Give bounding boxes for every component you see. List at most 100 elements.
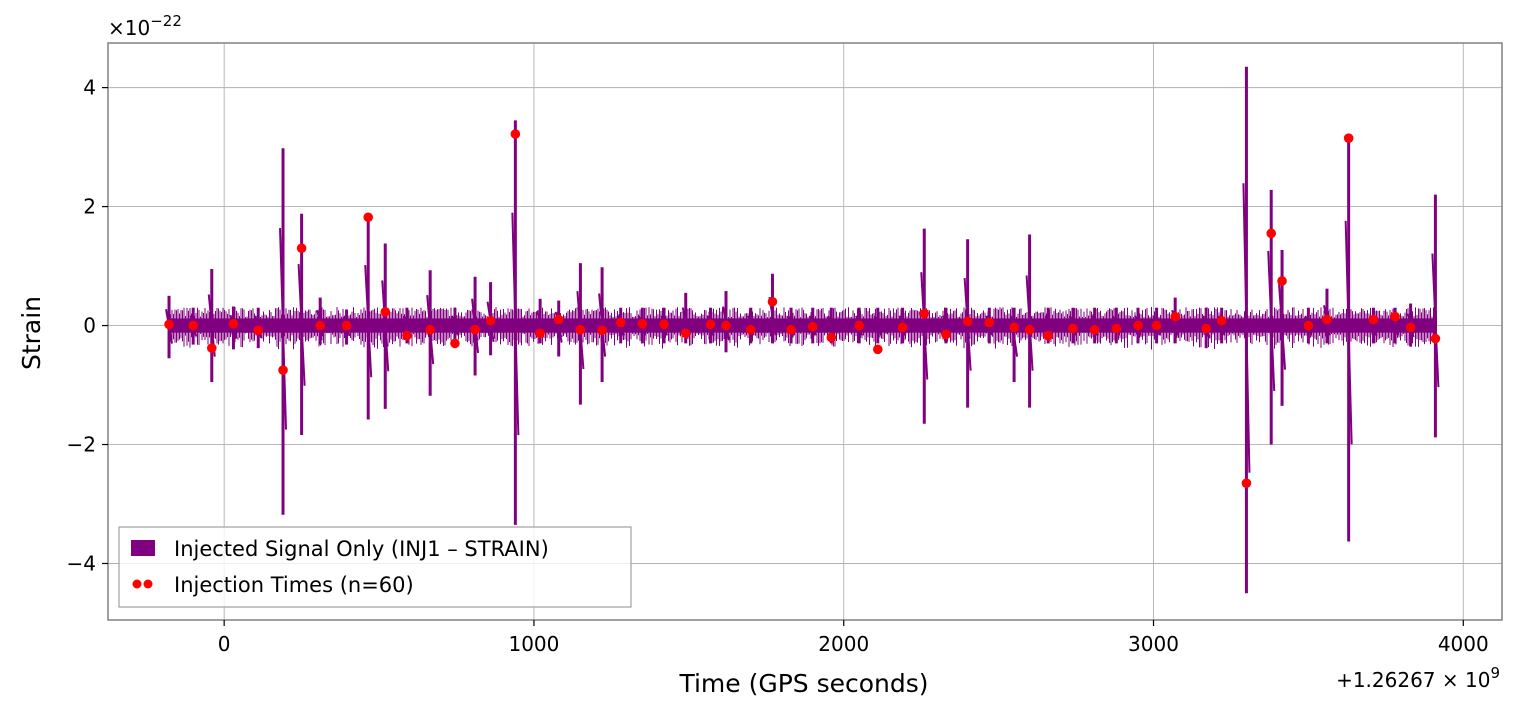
signal-spike-ringdown (1010, 315, 1019, 357)
x-tick-label: 0 (218, 632, 231, 656)
plot-frame (107, 42, 1503, 621)
injection-marker (1068, 323, 1078, 334)
injection-marker (1303, 320, 1314, 331)
y-tick-label: 4 (83, 76, 96, 100)
y-tick-label: 2 (83, 195, 96, 219)
injection-marker (228, 318, 239, 329)
injection-marker (535, 328, 545, 339)
signal-spike-ringdown (1267, 250, 1276, 392)
signal-spike-ringdown (450, 315, 459, 336)
injection-marker (315, 320, 325, 331)
signal-spike-ringdown (1025, 275, 1034, 371)
legend: Injected Signal Only (INJ1 – STRAIN) Inj… (118, 526, 632, 608)
y-scale-exponent: −22 (150, 12, 182, 30)
injection-marker (450, 338, 460, 349)
injection-marker (1201, 323, 1211, 334)
injection-marker (553, 314, 564, 325)
injection-marker (1024, 324, 1035, 335)
injection-marker (425, 324, 435, 335)
injection-marker (1216, 315, 1227, 326)
x-tick-label: 3000 (1128, 632, 1179, 656)
signal-spike-ringdown (1344, 220, 1353, 445)
signal-spike-ringdown (873, 315, 882, 336)
plot-area (164, 66, 1441, 594)
x-tick-label: 1000 (508, 632, 559, 656)
injection-marker (575, 324, 586, 335)
injection-marker (1405, 322, 1416, 333)
injection-marker (1111, 323, 1122, 334)
injection-marker (807, 321, 818, 332)
injection-marker (380, 307, 391, 317)
injection-marker (402, 330, 412, 341)
injection-marker (962, 316, 973, 327)
legend-label-signal: Injected Signal Only (INJ1 – STRAIN) (174, 537, 549, 561)
y-tick-label: −2 (67, 433, 96, 457)
injection-marker (745, 324, 756, 335)
legend-label-injections: Injection Times (n=60) (174, 573, 414, 597)
injection-marker (1009, 322, 1019, 333)
legend-box (118, 526, 632, 608)
injection-marker (1390, 311, 1400, 322)
signal-spike-ringdown (279, 228, 288, 430)
injection-marker (786, 324, 796, 335)
y-scale-base: ×10 (108, 16, 150, 40)
injection-marker (826, 332, 837, 343)
signal-spike-ringdown (511, 212, 520, 436)
x-offset-exponent: 9 (1490, 664, 1500, 682)
injection-marker (253, 325, 264, 336)
injection-marker (164, 319, 174, 330)
injection-marker (680, 328, 691, 339)
injection-marker (1266, 228, 1277, 239)
injection-marker (872, 344, 883, 355)
signal-spike-ringdown (381, 280, 390, 372)
signal-spike-ringdown (598, 293, 607, 357)
signal-spike-ringdown (364, 264, 373, 378)
x-tick-label: 4000 (1438, 632, 1489, 656)
injection-marker (597, 325, 607, 336)
injection-marker (941, 329, 951, 340)
injection-marker (919, 308, 930, 319)
injection-marker (1430, 333, 1441, 344)
injection-marker (1241, 478, 1252, 488)
injection-marker (897, 322, 908, 333)
injection-marker (1043, 330, 1053, 341)
legend-swatch-signal (131, 540, 155, 556)
y-tick-label: 0 (83, 314, 96, 338)
legend-marker-2 (143, 579, 153, 589)
signal-spike-ringdown (1242, 183, 1251, 473)
injection-marker (984, 317, 995, 328)
injection-marker (485, 315, 496, 326)
injection-marker (363, 212, 374, 223)
signal-spike-ringdown (1431, 253, 1440, 388)
x-axis-title: Time (GPS seconds) (678, 669, 928, 698)
x-offset-label: +1.26267 × 109 (1336, 664, 1500, 692)
injection-marker (1170, 311, 1180, 322)
injection-marker (1151, 320, 1162, 331)
injection-marker (1277, 276, 1287, 286)
injection-marker (705, 319, 716, 330)
y-axis-title: Strain (17, 296, 46, 370)
injection-marker (510, 129, 521, 139)
injection-marker (1133, 320, 1143, 331)
injection-marker (1368, 314, 1379, 325)
injection-marker (854, 320, 865, 331)
axis-ticks: 0 1000 2000 3000 4000 −4 −2 0 2 4 (67, 76, 1489, 656)
injection-marker (206, 343, 217, 353)
injection-marker (659, 319, 669, 330)
signal-spike-ringdown (827, 315, 836, 336)
injection-marker (341, 320, 352, 331)
injection-marker (470, 324, 480, 335)
y-scale-label: ×10−22 (108, 12, 182, 40)
injection-marker (1343, 133, 1354, 143)
injection-marker (615, 317, 626, 328)
injection-marker (278, 365, 288, 375)
x-tick-label: 2000 (818, 632, 869, 656)
y-tick-label: −4 (67, 551, 96, 575)
signal-spike-ringdown (920, 272, 929, 380)
signal-spike-ringdown (297, 263, 306, 386)
x-offset-base: +1.26267 × 10 (1336, 668, 1490, 692)
injection-marker (721, 320, 731, 331)
legend-marker-1 (132, 579, 142, 589)
injection-marker (1322, 314, 1332, 325)
